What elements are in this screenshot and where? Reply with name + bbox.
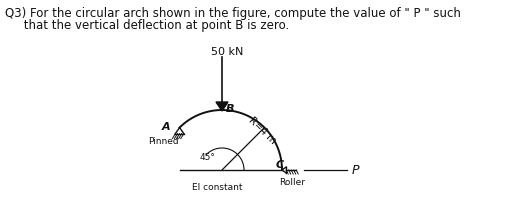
Text: P: P xyxy=(352,163,360,177)
Text: Pinned: Pinned xyxy=(148,137,179,146)
Polygon shape xyxy=(216,102,228,111)
Text: Roller: Roller xyxy=(279,178,305,187)
Text: that the vertical deflection at point B is zero.: that the vertical deflection at point B … xyxy=(5,19,289,32)
Text: C: C xyxy=(276,160,284,170)
Text: R=4 m: R=4 m xyxy=(246,115,277,146)
Text: A: A xyxy=(161,122,170,132)
Text: 45°: 45° xyxy=(200,153,216,162)
Text: 50 kN: 50 kN xyxy=(211,47,243,57)
Text: B: B xyxy=(226,104,234,114)
Text: Q3) For the circular arch shown in the figure, compute the value of " P " such: Q3) For the circular arch shown in the f… xyxy=(5,7,461,20)
Text: EI constant: EI constant xyxy=(192,183,242,192)
